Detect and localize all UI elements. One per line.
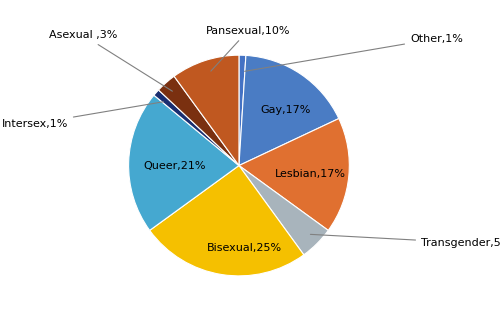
Text: Gay,17%: Gay,17%	[260, 105, 310, 115]
Text: Bisexual,25%: Bisexual,25%	[207, 243, 282, 253]
Wedge shape	[150, 166, 304, 276]
Wedge shape	[128, 95, 239, 231]
Wedge shape	[239, 119, 350, 231]
Text: Transgender,5%: Transgender,5%	[310, 234, 500, 248]
Wedge shape	[174, 55, 239, 166]
Text: Asexual ,3%: Asexual ,3%	[49, 30, 172, 91]
Wedge shape	[158, 76, 239, 166]
Wedge shape	[239, 166, 328, 255]
Wedge shape	[239, 55, 339, 166]
Text: Lesbian,17%: Lesbian,17%	[275, 169, 346, 179]
Wedge shape	[154, 90, 239, 166]
Wedge shape	[239, 55, 246, 166]
Text: Intersex,1%: Intersex,1%	[2, 102, 164, 129]
Text: Queer,21%: Queer,21%	[144, 161, 206, 171]
Text: Other,1%: Other,1%	[244, 34, 463, 71]
Text: Pansexual,10%: Pansexual,10%	[206, 26, 290, 71]
